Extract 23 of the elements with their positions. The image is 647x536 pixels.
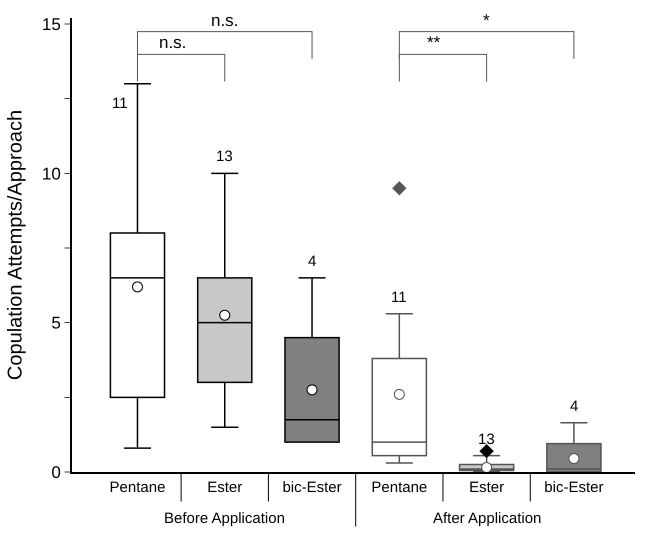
x-tick-label: Pentane: [371, 479, 428, 496]
y-tick-label: 5: [51, 314, 61, 333]
y-tick-label: 15: [42, 14, 61, 34]
y-tick-label: 10: [42, 164, 61, 184]
annotation: *: [483, 11, 490, 30]
annotation: n.s.: [159, 33, 186, 52]
x-tick-label: bic-Ester: [282, 479, 342, 496]
x-tick-label: bic-Ester: [544, 479, 604, 496]
x-tick-label: Ester: [469, 479, 504, 496]
text: 13: [216, 148, 233, 165]
y-tick-label: 0: [51, 462, 61, 482]
text: 4: [308, 253, 316, 270]
x-tick-label: Pentane: [110, 479, 166, 496]
text: 13: [478, 431, 495, 448]
text: Before Application: [164, 510, 285, 527]
text: After Application: [433, 510, 542, 527]
annotation: n.s.: [211, 11, 238, 30]
x-tick-label: Ester: [207, 479, 242, 496]
y-axis-title: Copulation Attempts/Approach: [4, 110, 26, 380]
annotation: **: [427, 33, 441, 52]
text: 11: [391, 289, 407, 306]
text: 11: [112, 95, 128, 112]
text: 4: [570, 398, 578, 415]
